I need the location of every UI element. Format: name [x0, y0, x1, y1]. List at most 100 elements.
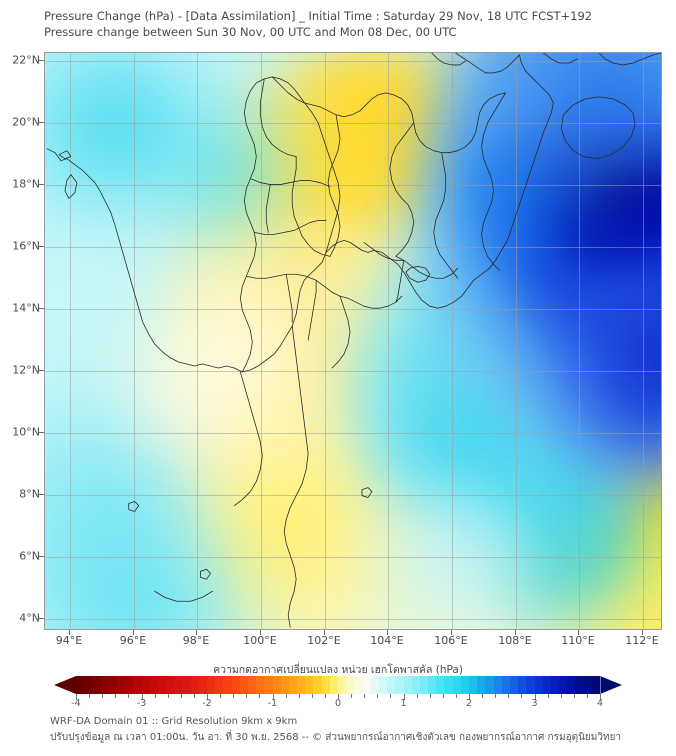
colorbar-minor-tick: [180, 694, 182, 698]
x-axis-label-110E: 110°E: [561, 634, 595, 647]
y-axis-label-4N: 4°N: [19, 611, 40, 625]
colorbar-minor-tick: [311, 694, 313, 698]
colorbar-tick: [600, 694, 601, 700]
colorbar-tick: [272, 694, 274, 700]
colorbar-minor-tick: [324, 694, 326, 698]
colorbar-segments: [76, 676, 601, 694]
gridline-lon: [70, 53, 71, 629]
x-axis-label-98E: 98°E: [182, 634, 210, 647]
y-axis-label-6N: 6°N: [19, 549, 40, 563]
colorbar-minor-tick: [193, 694, 195, 698]
colorbar-tick-label: 3: [531, 698, 538, 709]
gridline-lon: [261, 53, 262, 629]
y-axis-tick: [39, 246, 44, 247]
colorbar-tick: [469, 694, 470, 700]
x-axis-tick: [451, 630, 452, 635]
colorbar-minor-tick: [259, 694, 261, 698]
x-axis-label-96E: 96°E: [119, 634, 147, 647]
x-axis-tick: [69, 630, 70, 635]
coastline-overlay: [46, 53, 661, 628]
colorbar-minor-tick: [167, 694, 169, 698]
y-axis-tick: [39, 308, 44, 309]
colorbar-tick: [338, 694, 339, 700]
colorbar-minor-tick: [547, 694, 549, 698]
colorbar-extend-high: [600, 676, 622, 694]
colorbar-minor-tick: [364, 694, 366, 698]
gridline-lon: [579, 53, 580, 629]
colorbar-minor-tick: [586, 694, 588, 698]
y-axis-tick: [39, 184, 44, 185]
x-axis-label-106E: 106°E: [434, 634, 468, 647]
x-axis-label-94E: 94°E: [55, 634, 83, 647]
chart-title-block: Pressure Change (hPa) - [Data Assimilati…: [44, 8, 664, 40]
x-axis-tick: [196, 630, 197, 635]
colorbar-minor-tick: [115, 694, 117, 698]
y-axis-label-14N: 14°N: [12, 301, 40, 315]
footer-domain-info: WRF-DA Domain 01 :: Grid Resolution 9km …: [50, 716, 298, 727]
x-axis-label-100E: 100°E: [243, 634, 277, 647]
x-axis-tick: [387, 630, 388, 635]
colorbar-minor-tick: [508, 694, 510, 698]
colorbar-minor-tick: [233, 694, 235, 698]
y-axis-tick: [39, 122, 44, 123]
x-axis-label-108E: 108°E: [498, 634, 532, 647]
colorbar-minor-tick: [442, 694, 444, 698]
colorbar-tick-label: 4: [596, 698, 604, 709]
colorbar-minor-tick: [495, 694, 497, 698]
y-axis-tick: [39, 494, 44, 495]
y-axis-tick: [39, 60, 44, 61]
colorbar-minor-tick: [298, 694, 300, 698]
x-axis-tick: [515, 630, 516, 635]
gridline-lat: [45, 495, 661, 496]
x-axis-tick: [133, 630, 134, 635]
y-axis-label-16N: 16°N: [12, 239, 40, 253]
colorbar-tick: [534, 694, 536, 700]
colorbar-minor-tick: [89, 694, 91, 698]
colorbar-tick-label: -3: [136, 698, 147, 709]
colorbar-minor-tick: [482, 694, 484, 698]
gridline-lat: [45, 371, 661, 372]
colorbar-minor-tick: [429, 694, 431, 698]
colorbar-minor-tick: [128, 694, 130, 698]
colorbar-tick-label: -4: [71, 698, 81, 709]
x-axis-tick: [260, 630, 261, 635]
colorbar-minor-tick: [351, 694, 353, 698]
x-axis-tick: [578, 630, 579, 635]
gridline-lon: [388, 53, 389, 629]
colorbar-tick-label: 1: [400, 698, 407, 709]
y-axis-tick: [39, 556, 44, 557]
gridline-lat: [45, 619, 661, 620]
colorbar-tick-label: 2: [465, 698, 473, 709]
gridline-lat: [45, 61, 661, 62]
colorbar-minor-tick: [521, 694, 523, 698]
colorbar-minor-tick: [416, 694, 418, 698]
x-axis-label-112E: 112°E: [625, 634, 659, 647]
colorbar-tick-label: -2: [202, 698, 212, 709]
y-axis-tick: [39, 370, 44, 371]
colorbar-minor-tick: [377, 694, 379, 698]
plot-frame: [44, 52, 662, 630]
colorbar-tick: [141, 694, 143, 700]
colorbar-minor-tick: [220, 694, 222, 698]
gridline-lat: [45, 309, 661, 310]
colorbar-extend-low: [54, 676, 76, 694]
colorbar-minor-tick: [246, 694, 248, 698]
colorbar-tick: [76, 694, 77, 700]
colorbar-title: ความกดอากาศเปลี่ยนแปลง หน่วย เฮกโตพาสคัล…: [213, 664, 463, 676]
x-axis-tick: [324, 630, 325, 635]
colorbar-tick: [207, 694, 208, 700]
y-axis-label-8N: 8°N: [19, 487, 40, 501]
chart-title-line-2: Pressure change between Sun 30 Nov, 00 U…: [44, 25, 457, 39]
colorbar-minor-tick: [102, 694, 104, 698]
gridline-lat: [45, 247, 661, 248]
gridline-lon: [197, 53, 198, 629]
colorbar-minor-tick: [560, 694, 562, 698]
gridline-lon: [452, 53, 453, 629]
colorbar-tick-label: 0: [334, 698, 342, 709]
colorbar-minor-tick: [455, 694, 457, 698]
colorbar-segment: [591, 676, 601, 694]
gridline-lon: [134, 53, 135, 629]
x-axis-label-104E: 104°E: [370, 634, 404, 647]
y-axis-label-20N: 20°N: [12, 115, 40, 129]
x-axis-label-102E: 102°E: [307, 634, 341, 647]
